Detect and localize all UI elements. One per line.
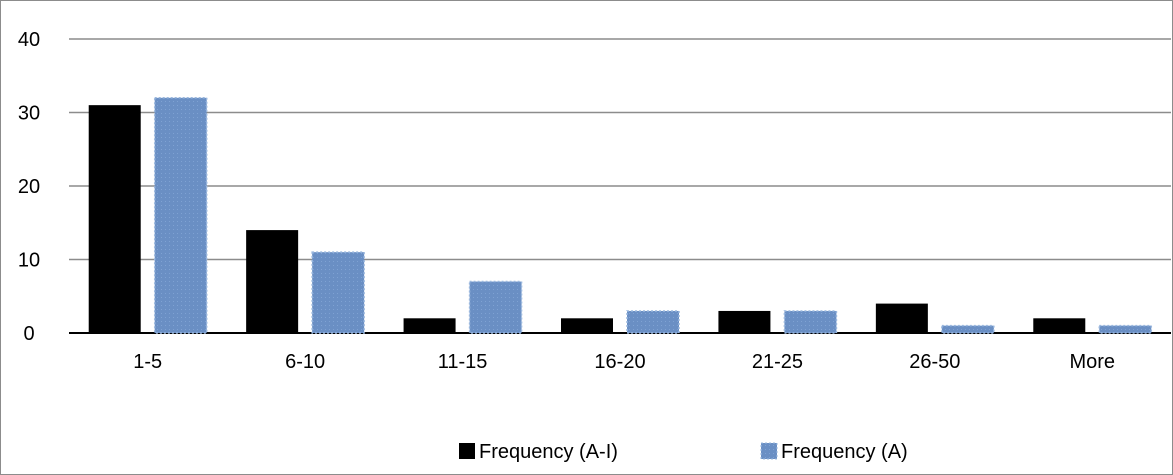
y-tick-label: 20 <box>18 176 40 198</box>
x-tick-label: 16-20 <box>594 351 645 373</box>
x-tick-label: 6-10 <box>285 351 325 373</box>
bar-frequency-a-1-5 <box>153 97 208 334</box>
bar-frequency-a-i-More <box>1033 318 1086 333</box>
x-axis-ticks: 1-5 6-10 11-15 16-20 21-25 26-50 More <box>133 351 1115 373</box>
legend-swatch <box>459 443 475 459</box>
x-tick-label: 1-5 <box>133 351 162 373</box>
bar-frequency-a-i-21-25 <box>718 310 771 333</box>
legend-label: Frequency (A-I) <box>479 441 618 463</box>
bar-frequency-a-i-11-15 <box>403 318 456 333</box>
y-tick-label: 40 <box>18 29 40 51</box>
bar-frequency-a-6-10 <box>311 251 365 334</box>
bar-frequency-a-i-1-5 <box>88 105 141 334</box>
bar-frequency-a-i-16-20 <box>561 318 613 333</box>
legend: Frequency (A-I) Frequency (A) <box>459 441 908 463</box>
x-tick-label: More <box>1069 351 1115 373</box>
y-tick-label: 0 <box>23 323 34 345</box>
x-tick-label: 11-15 <box>438 351 488 373</box>
y-tick-label: 10 <box>18 250 40 272</box>
bar-frequency-a-21-25 <box>783 310 838 334</box>
bar-frequency-a-i-6-10 <box>246 230 299 333</box>
x-tick-label: 26-50 <box>909 351 960 373</box>
bar-frequency-a-More <box>1098 324 1153 334</box>
bars <box>88 97 1153 334</box>
x-tick-label: 21-25 <box>752 351 803 373</box>
legend-swatch <box>760 442 778 460</box>
bar-frequency-a-i-26-50 <box>875 303 928 333</box>
bar-frequency-a-11-15 <box>468 280 523 334</box>
gridlines <box>69 38 1171 334</box>
y-tick-label: 30 <box>18 103 40 125</box>
legend-label: Frequency (A) <box>781 441 908 463</box>
bar-frequency-a-16-20 <box>626 310 680 334</box>
y-axis-ticks: 0 10 20 30 40 <box>18 29 40 345</box>
bar-frequency-a-26-50 <box>941 324 995 334</box>
